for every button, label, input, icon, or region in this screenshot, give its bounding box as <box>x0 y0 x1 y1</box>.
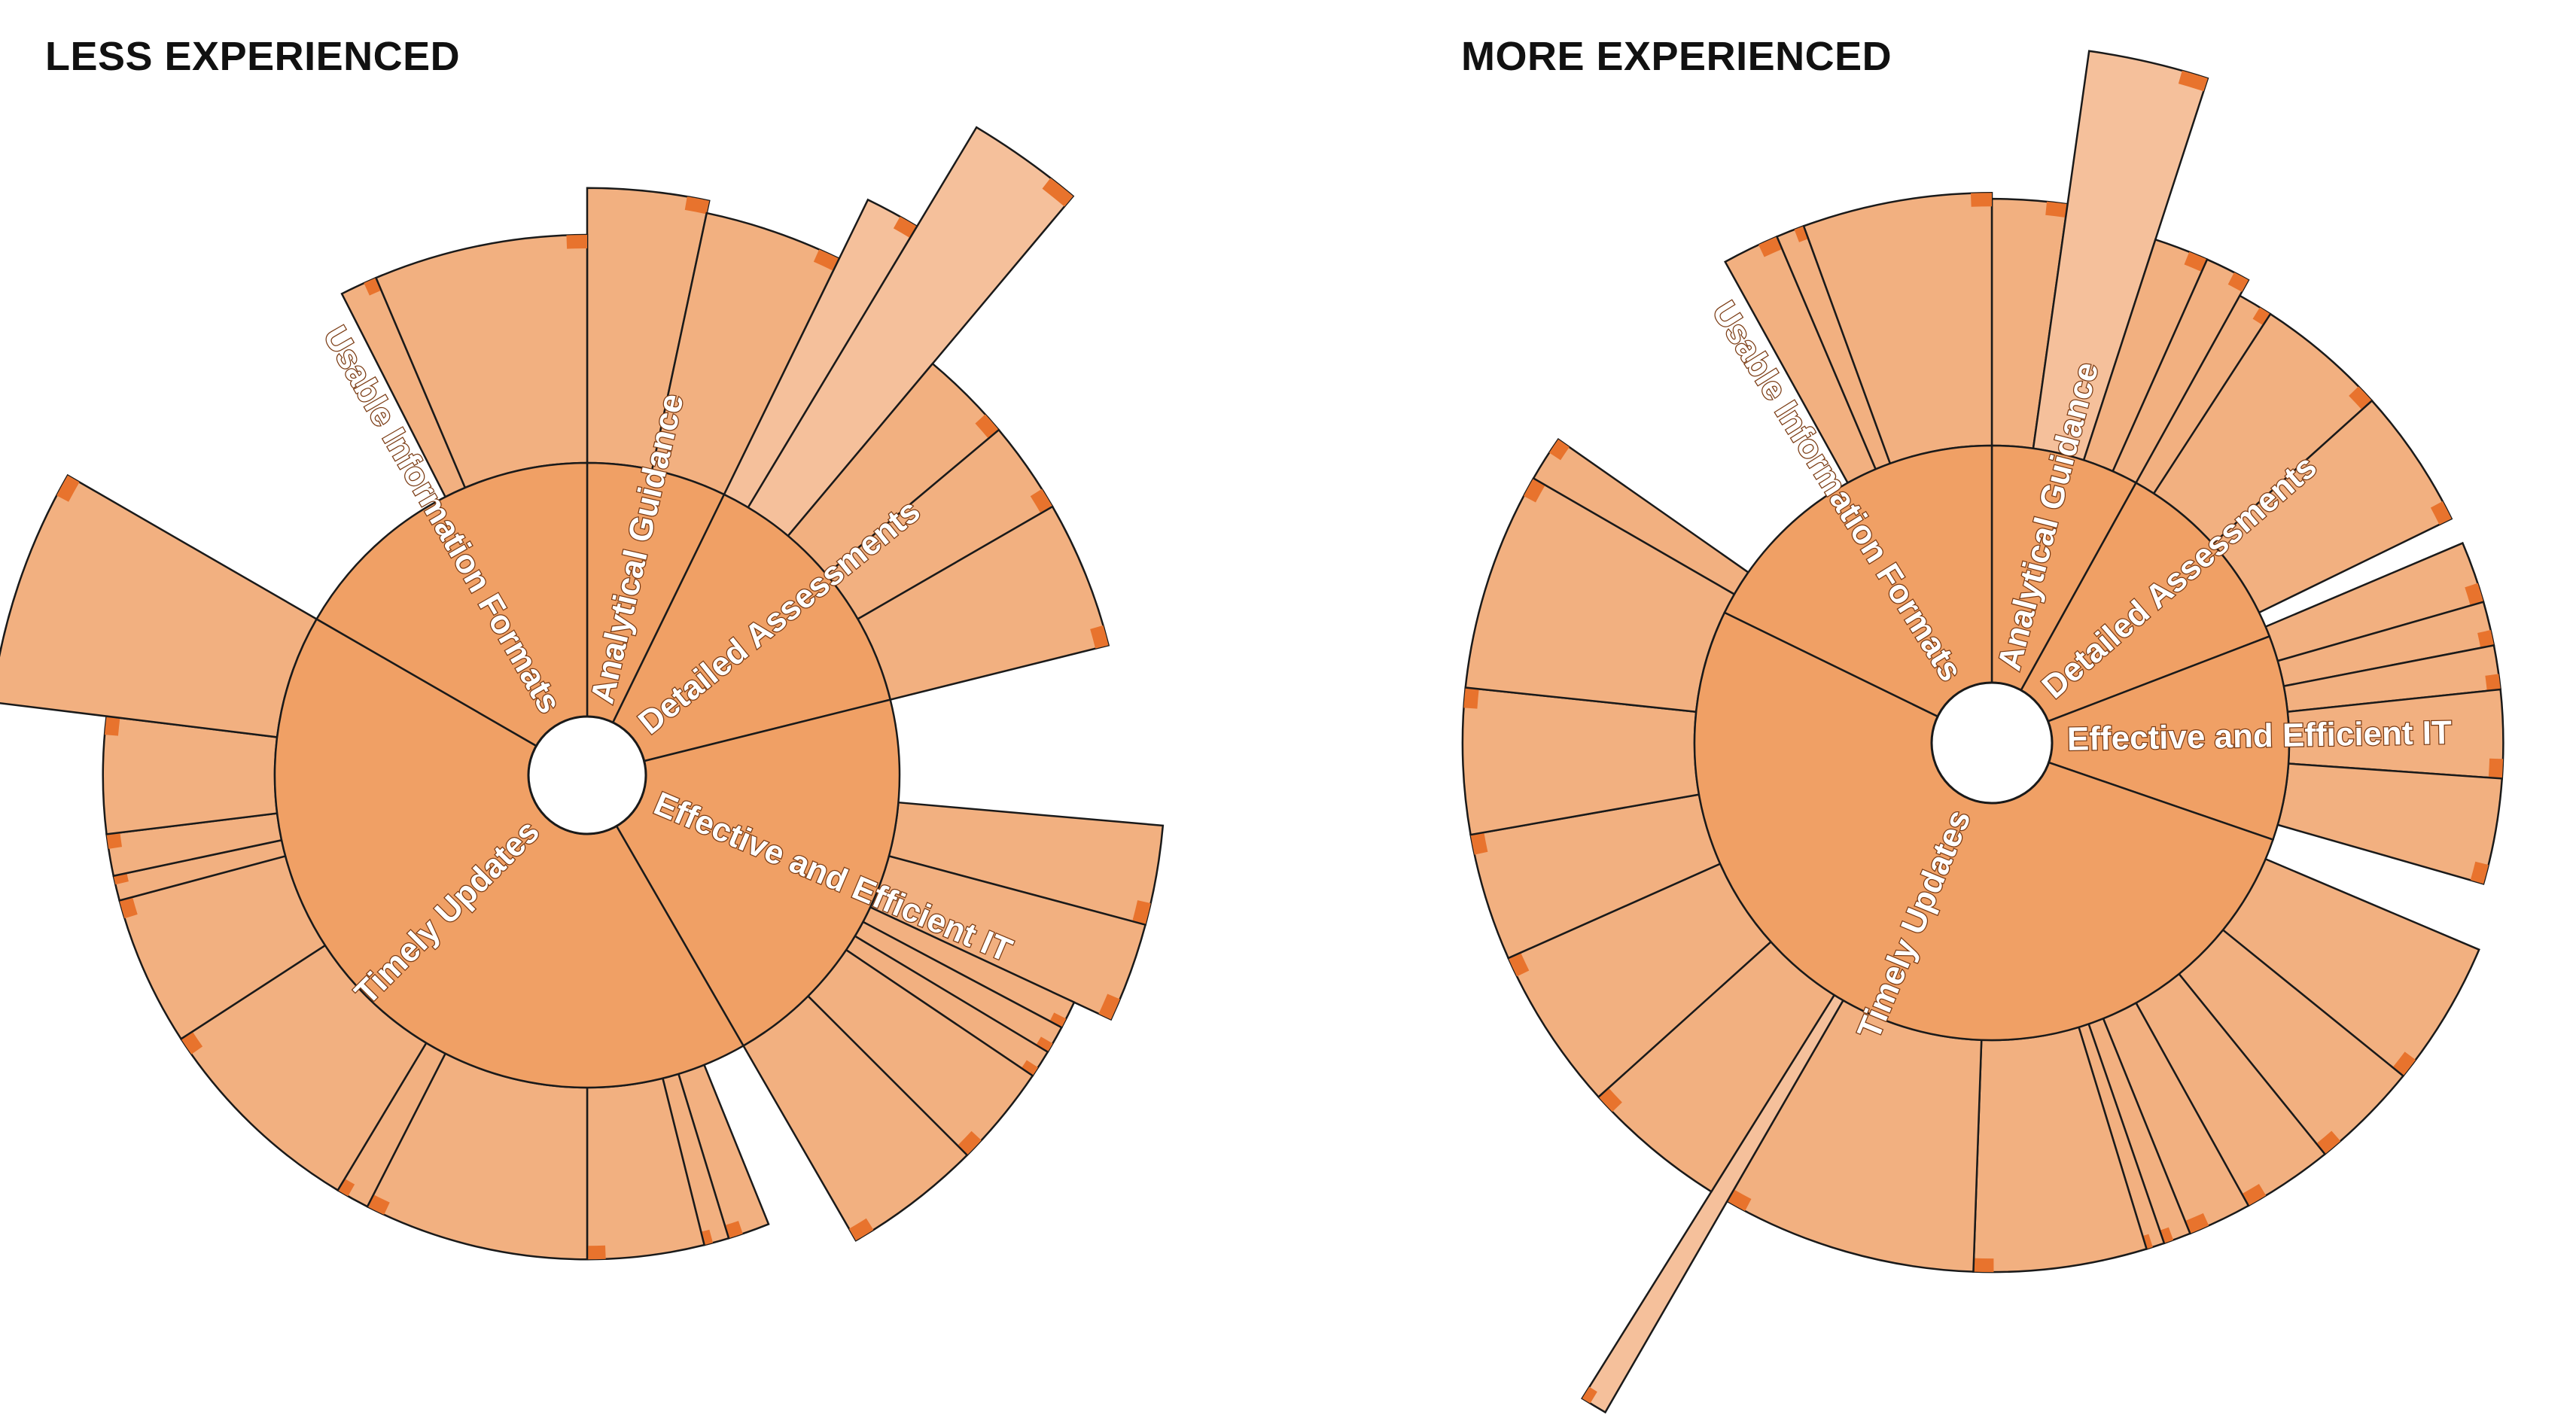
outer-segment-tip-25 <box>1524 478 1545 503</box>
outer-segment-tip-18 <box>337 1178 355 1197</box>
outer-segment-tip-10 <box>2488 758 2504 779</box>
outer-segment-tip-7 <box>1132 900 1151 925</box>
outer-segment-tip-21 <box>1598 1088 1622 1112</box>
outer-segment-tip-19 <box>181 1031 203 1054</box>
outer-segment-tip-2 <box>2184 251 2207 272</box>
outer-segment-tip-15 <box>2185 1213 2209 1234</box>
outer-segment-tip-2 <box>893 216 918 239</box>
outer-segment-timely-updates-24 <box>0 473 318 738</box>
outer-segment-tip-8 <box>2477 630 2494 648</box>
label-effective-and-efficient-it: Effective and Efficient IT <box>2067 714 2453 758</box>
outer-segment-tip-3 <box>1042 178 1073 207</box>
outer-segment-tip-26 <box>566 235 587 249</box>
outer-segment-tip-22 <box>106 832 123 849</box>
outer-segment-tip-7 <box>2465 583 2484 606</box>
outer-segment-tip-1 <box>2178 70 2208 92</box>
outer-segment-tip-12 <box>958 1130 982 1155</box>
outer-segment-tip-0 <box>2045 201 2068 218</box>
outer-segment-tip-6 <box>2430 501 2452 525</box>
outer-segment-tip-11 <box>2470 861 2489 884</box>
outer-segment-tip-23 <box>1470 832 1488 855</box>
outer-segment-tip-14 <box>2242 1184 2267 1206</box>
outer-segment-tip-1 <box>813 249 839 271</box>
outer-segment-tip-24 <box>56 475 80 502</box>
outer-segment-tip-17 <box>2142 1234 2153 1249</box>
outer-segment-tip-11 <box>1021 1060 1038 1076</box>
outer-segment-tip-18 <box>1973 1258 1994 1273</box>
outer-segment-tip-3 <box>2227 272 2249 292</box>
outer-segment-tip-17 <box>367 1194 390 1215</box>
outer-segment-tip-26 <box>1549 439 1570 461</box>
chart-title-more-experienced: MORE EXPERIENCED <box>1461 34 1892 79</box>
outer-segment-tip-4 <box>975 414 999 439</box>
outer-segment-tip-12 <box>2392 1051 2416 1076</box>
outer-segment-tip-20 <box>119 896 138 919</box>
outer-segment-tip-23 <box>105 716 120 736</box>
outer-segment-tip-13 <box>848 1218 874 1241</box>
outer-segment-tip-9 <box>2485 674 2501 691</box>
outer-segment-tip-14 <box>724 1221 743 1239</box>
outer-segment-tip-8 <box>1098 994 1120 1020</box>
outer-segment-tip-24 <box>1463 687 1479 709</box>
outer-segment-tip-19 <box>1727 1189 1752 1211</box>
panel-more-experienced: MORE EXPERIENCED Analytical Guidance Deta… <box>1288 0 2576 1418</box>
panel-less-experienced: LESS EXPERIENCED Analytical Guidance Deta… <box>0 34 1165 1261</box>
outer-segment-tip-22 <box>1508 952 1530 977</box>
outer-segment-tip-10 <box>1036 1036 1053 1052</box>
outer-segment-tip-5 <box>1030 488 1053 514</box>
center-hole <box>527 715 647 835</box>
center-hole <box>1930 681 2054 805</box>
outer-segment-tip-16 <box>587 1245 606 1260</box>
outer-segment-tip-27 <box>1758 236 1783 257</box>
outer-segment-effective-and-efficient-it-11 <box>2276 762 2504 885</box>
outer-segment-tip-29 <box>1970 193 1992 207</box>
outer-segment-tip-9 <box>1049 1012 1067 1028</box>
chart-title-less-experienced: LESS EXPERIENCED <box>45 34 461 79</box>
outer-segment-tip-13 <box>2316 1130 2341 1155</box>
outer-segment-tip-6 <box>1090 625 1109 649</box>
outer-segment-tip-20 <box>1582 1386 1597 1404</box>
outer-segment-tip-4 <box>2252 307 2271 326</box>
outer-segment-tip-5 <box>2349 386 2372 410</box>
outer-segment-tip-0 <box>684 196 710 215</box>
